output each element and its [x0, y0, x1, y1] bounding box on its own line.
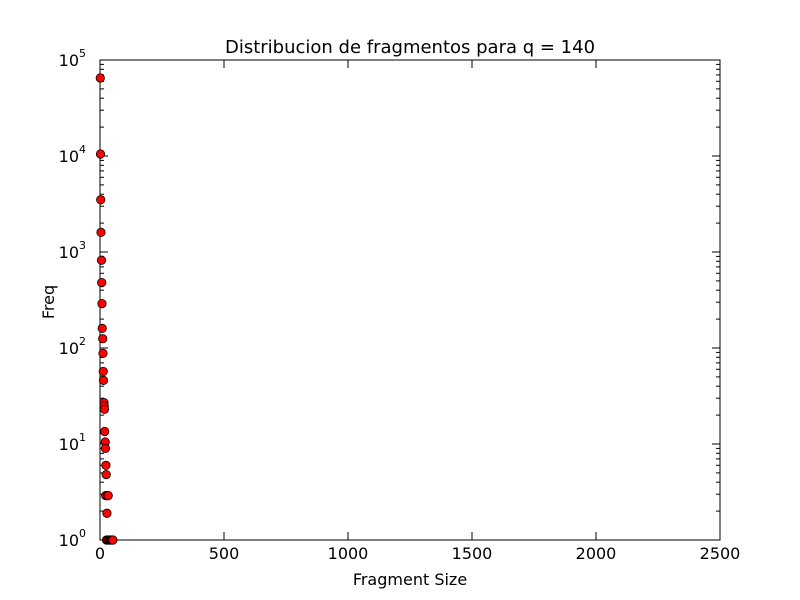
data-point: [101, 470, 111, 480]
data-point: [97, 299, 107, 309]
data-point: [100, 426, 110, 437]
y-tick-label: 104: [59, 143, 86, 166]
data-point: [98, 334, 108, 344]
data-point: [108, 535, 118, 545]
data-point: [101, 460, 111, 470]
x-tick-label: 500: [209, 544, 240, 563]
x-tick-label: 1000: [328, 544, 369, 563]
data-point: [96, 195, 106, 205]
x-tick-label: 0: [95, 544, 105, 563]
axis-ticks: 0 500 1000 1500 2000 2500 100 101 102 103 104 105: [59, 47, 741, 563]
x-tick-label: 2500: [700, 544, 741, 563]
data-point: [99, 404, 110, 414]
data-point: [95, 149, 106, 159]
plot-frame: [99, 59, 721, 541]
data-point: [100, 443, 111, 453]
y-tick-label: 105: [59, 47, 86, 70]
data-point: [103, 491, 113, 501]
y-axis-label: Freq: [39, 285, 58, 319]
y-tick-label: 103: [59, 239, 86, 262]
chart-title: Distribucion de fragmentos para q = 140: [225, 37, 595, 58]
y-tick-label: 102: [59, 335, 86, 358]
y-tick-label: 101: [59, 431, 86, 454]
data-point: [102, 508, 112, 518]
data-point: [96, 227, 106, 238]
data-points: [95, 73, 118, 545]
data-point: [96, 255, 107, 265]
data-point: [98, 348, 108, 358]
x-axis-label: Fragment Size: [353, 570, 467, 589]
data-point: [97, 278, 107, 288]
data-point: [98, 366, 108, 377]
data-point: [98, 375, 109, 385]
y-tick-label: 100: [59, 527, 86, 550]
x-tick-label: 2000: [576, 544, 617, 563]
x-tick-label: 1500: [452, 544, 493, 563]
data-point: [95, 73, 105, 83]
data-point: [97, 323, 107, 334]
